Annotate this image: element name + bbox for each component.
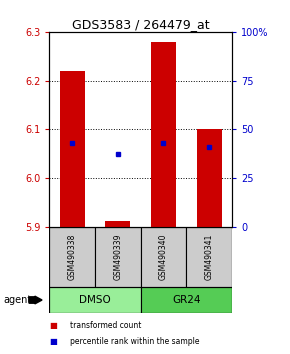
Bar (186, 227, 232, 287)
Bar (141, 287, 232, 313)
Text: ■: ■ (49, 321, 57, 330)
Bar (197, 129, 222, 227)
Text: transformed count: transformed count (70, 321, 141, 330)
Bar (141, 227, 186, 287)
Text: GSM490339: GSM490339 (113, 233, 122, 280)
Text: GSM490341: GSM490341 (205, 233, 214, 280)
Title: GDS3583 / 264479_at: GDS3583 / 264479_at (72, 18, 209, 31)
Text: agent: agent (3, 295, 31, 305)
Bar (95, 227, 141, 287)
Bar (49, 227, 95, 287)
Text: GR24: GR24 (172, 295, 201, 305)
Text: GSM490340: GSM490340 (159, 233, 168, 280)
Text: percentile rank within the sample: percentile rank within the sample (70, 337, 199, 346)
Text: DMSO: DMSO (79, 295, 111, 305)
Text: ■: ■ (49, 337, 57, 346)
Bar (105, 221, 130, 227)
Bar (151, 41, 176, 227)
Bar (59, 71, 85, 227)
Bar (49, 287, 141, 313)
Text: GSM490338: GSM490338 (68, 233, 77, 280)
